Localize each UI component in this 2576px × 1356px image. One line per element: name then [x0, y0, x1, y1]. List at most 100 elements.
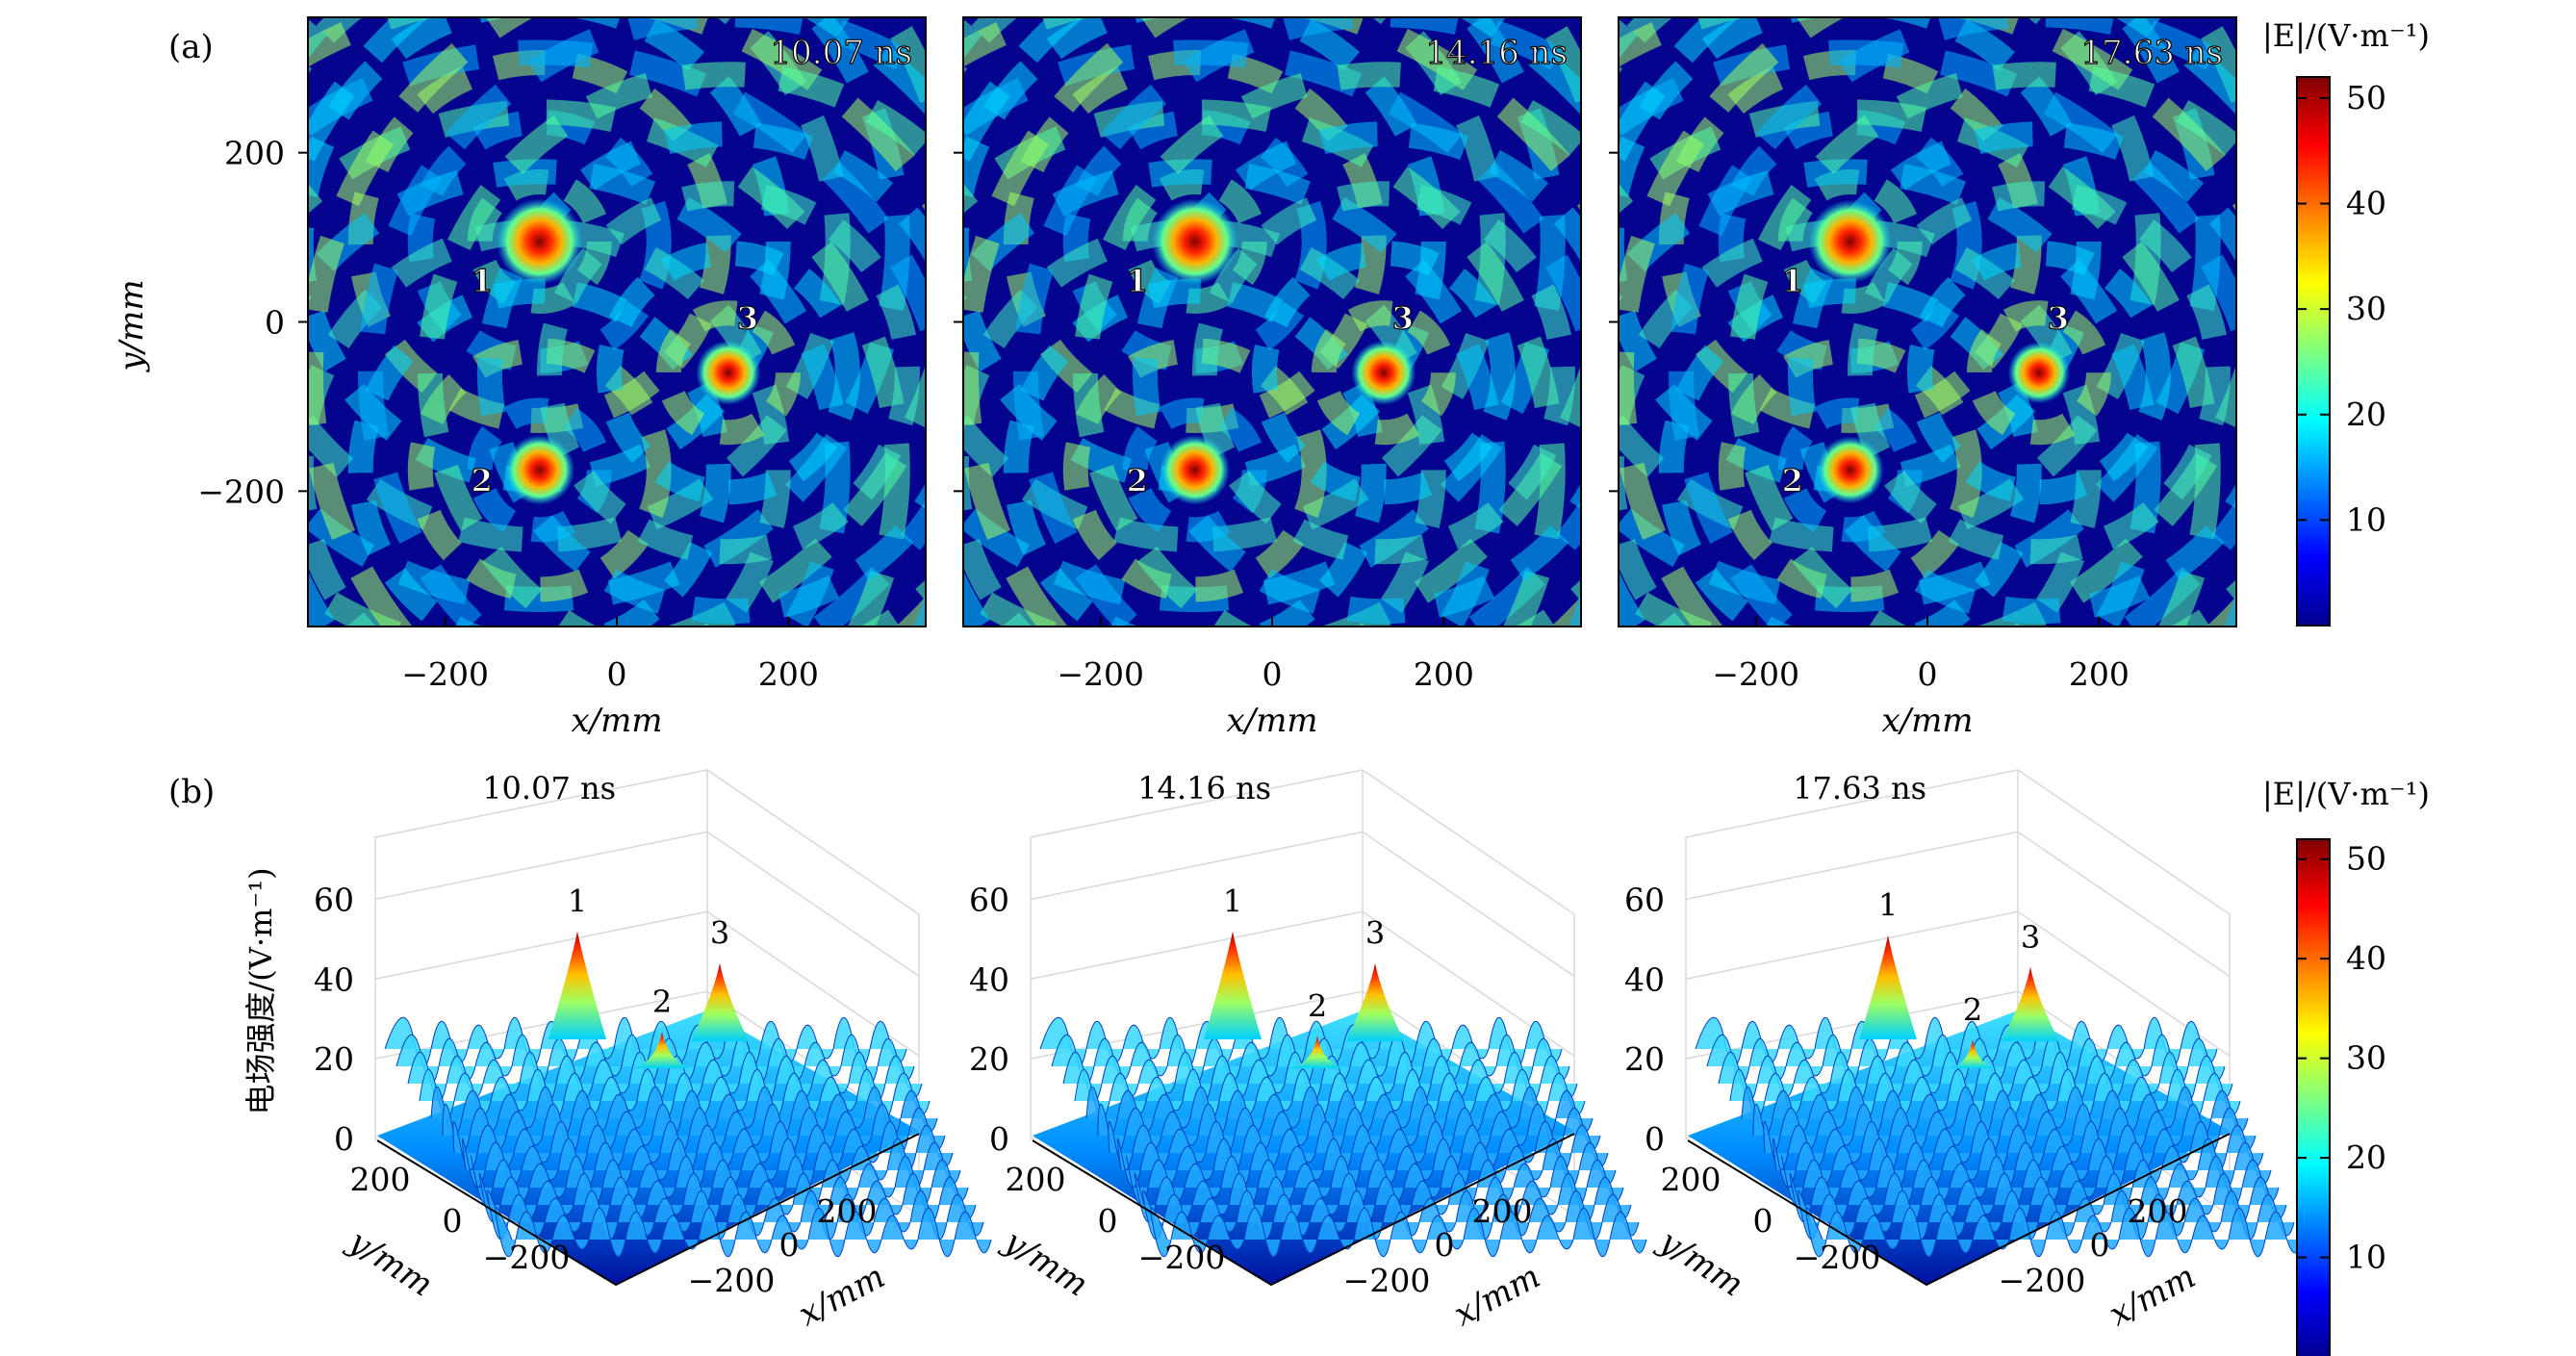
colorbar-tick-label: 10 [2346, 500, 2386, 538]
source-label-3: 3 [2048, 299, 2069, 336]
wave-ring [308, 17, 910, 612]
peak-2 [1944, 1039, 2002, 1069]
source-label-1: 1 [1782, 263, 1803, 299]
x-tick-label: 0 [779, 1226, 800, 1264]
x-tick-label: 0 [2090, 1226, 2110, 1264]
interference-pattern [1619, 17, 2236, 627]
wave-ring [347, 278, 731, 627]
x-axis-label: x/mm [571, 702, 662, 740]
z-tick-label: 0 [989, 1120, 1009, 1158]
x-axis-label: x/mm [2103, 1257, 2202, 1334]
x-tick-label: 0 [1262, 655, 1283, 693]
y-tick-label: 0 [1098, 1202, 1118, 1240]
wave-ring [536, 181, 920, 565]
colorbar-a-title: |E|/(V·m⁻¹) [2262, 17, 2430, 54]
wave-ring [308, 218, 791, 627]
surface-ridge [1150, 1208, 1647, 1258]
colorbar-tick-label: 50 [2346, 79, 2386, 116]
colorbar-tick-label: 20 [2346, 396, 2386, 433]
surface-ridge [495, 1208, 992, 1258]
x-axis-label: x/mm [1447, 1257, 1546, 1334]
wave-ring [963, 39, 1581, 627]
y-tick-label: −200 [1794, 1239, 1881, 1276]
peak-3 [2002, 966, 2059, 1041]
wave-ring [1619, 17, 2221, 612]
wave-ring [476, 121, 926, 625]
peak-label-2: 2 [1963, 991, 1982, 1028]
source-label-1: 1 [472, 263, 493, 299]
time-label: 17.63 ns [1793, 770, 1926, 806]
y-tick-label: 0 [443, 1202, 463, 1240]
wave-ring [963, 17, 1581, 627]
wave-ring [407, 338, 672, 602]
base-axes [1032, 1133, 1575, 1287]
x-tick-label: −200 [1712, 655, 1799, 693]
interference-pattern [963, 17, 1581, 627]
peak-label-3: 3 [2021, 919, 2040, 956]
wave-ring [963, 17, 1566, 612]
peak-label-1: 1 [1878, 887, 1898, 924]
peak-label-1: 1 [1223, 883, 1242, 920]
interference-pattern [308, 17, 926, 627]
z-tick-label: 40 [314, 960, 354, 998]
wave-ring [1062, 338, 1327, 602]
wave-ring [1669, 17, 2236, 627]
x-axis-label: x/mm [1226, 702, 1317, 740]
y-tick-label: −200 [1138, 1239, 1226, 1276]
x-tick-label: 0 [607, 655, 627, 693]
y-axis-label: y/mm [113, 279, 151, 372]
x-tick-label: 200 [817, 1192, 878, 1230]
z-tick-label: 60 [969, 881, 1009, 918]
source-hotspot [1351, 340, 1416, 405]
colorbar-tick-label: 40 [2346, 939, 2386, 977]
colorbar-tick-label: 10 [2346, 1239, 2386, 1276]
x-tick-label: 200 [2128, 1192, 2188, 1230]
source-label-2: 2 [1127, 462, 1148, 499]
colorbar-tick-label: 30 [2346, 1039, 2386, 1077]
wave-ring [1619, 159, 2161, 627]
wave-ring [963, 159, 1506, 627]
peak-label-1: 1 [568, 883, 587, 920]
wave-ring [1013, 17, 1581, 627]
peak-3 [691, 962, 749, 1041]
y-tick-label: 200 [350, 1161, 411, 1198]
wave-ring [963, 99, 1566, 627]
wave-ring [1619, 17, 2236, 627]
source-hotspot [1160, 434, 1231, 505]
x-axis-label: x/mm [1881, 702, 1973, 740]
peak-3 [1346, 962, 1404, 1041]
wave-ring [1718, 338, 1982, 602]
wave-ring [963, 218, 1446, 627]
source-hotspot [1808, 199, 1893, 284]
wave-ring [1311, 300, 1456, 446]
z-tick-label: 20 [969, 1040, 1009, 1078]
colorbar-b: |E|/(V·m⁻¹) 10 20 30 40 50 [2262, 776, 2430, 1356]
peak-label-2: 2 [1308, 987, 1327, 1024]
z-tick-label: 40 [1624, 960, 1665, 998]
wave-ring [1062, 109, 1327, 373]
source-label-1: 1 [1127, 263, 1148, 299]
z-tick-label: 60 [314, 881, 354, 918]
y-axis-label: y/mm [341, 1221, 440, 1304]
z-tick-label: 0 [1645, 1120, 1665, 1158]
colorbar-tick-label: 30 [2346, 290, 2386, 327]
wave-ring [1619, 218, 2102, 627]
x-tick-label: −200 [1999, 1262, 2086, 1299]
surface-ridge [1805, 1208, 2303, 1258]
y-tick-label: −200 [197, 473, 285, 510]
wave-ring [308, 159, 851, 627]
z-tick-label: 40 [969, 960, 1009, 998]
colorbar-tick-label: 40 [2346, 185, 2386, 222]
wave-ring [1718, 109, 1982, 373]
wave-ring [308, 99, 910, 627]
source-label-2: 2 [472, 462, 493, 499]
y-tick-label: 200 [1661, 1161, 1722, 1198]
heatmap-panel-2: 1 2 3 14.16 ns −200 0 200 x/mm [954, 16, 1582, 740]
x-tick-label: 0 [1918, 655, 1938, 693]
z-tick-label: 20 [314, 1040, 354, 1078]
x-axis-label: x/mm [792, 1257, 891, 1334]
y-tick-label: 200 [1006, 1161, 1066, 1198]
wave-ring [1003, 278, 1387, 627]
